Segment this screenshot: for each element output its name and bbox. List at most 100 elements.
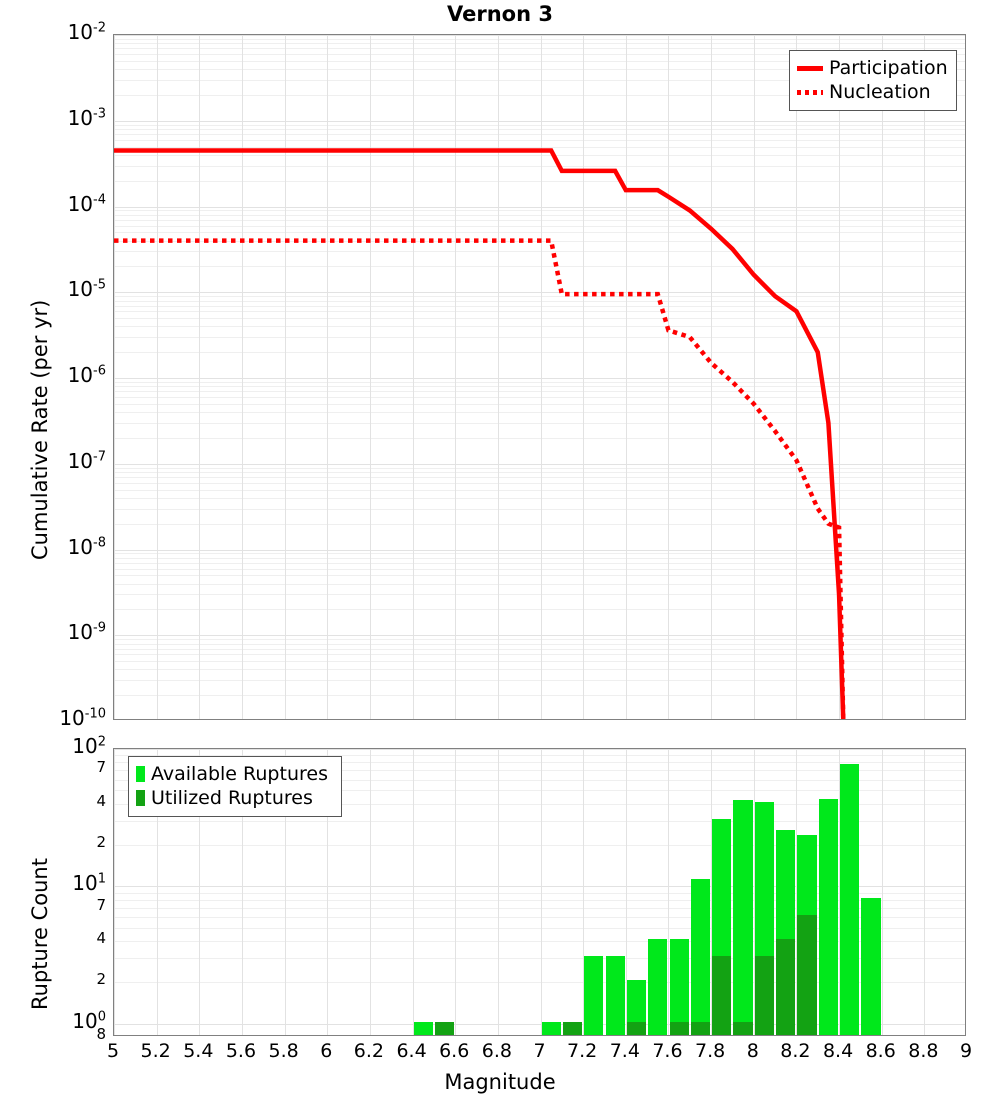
- gridline-minor-horizontal: [114, 643, 965, 645]
- bar-group: [541, 749, 561, 1035]
- gridline-minor-horizontal: [114, 69, 965, 71]
- gridline-minor-horizontal: [114, 557, 965, 559]
- gridline-vertical: [924, 749, 926, 1035]
- x-tick-label: 6.4: [396, 1040, 427, 1062]
- gridline-minor-horizontal: [114, 562, 965, 564]
- gridline-vertical: [114, 35, 115, 719]
- gridline-major-horizontal: [114, 1023, 965, 1025]
- gridline-vertical: [497, 35, 499, 719]
- x-tick-label: 6: [320, 1040, 333, 1062]
- legend-label: Nucleation: [829, 81, 931, 103]
- gridline-minor-horizontal: [114, 669, 965, 671]
- gridline-vertical: [881, 749, 883, 1035]
- bar-available: [605, 956, 625, 1035]
- bar-utilized: [797, 914, 817, 1035]
- series-line-participation: [114, 148, 846, 719]
- gridline-minor-horizontal: [114, 762, 965, 764]
- y-tick-label-top: 10-3: [67, 105, 106, 130]
- gridline-minor-horizontal: [114, 326, 965, 328]
- gridline-minor-horizontal: [114, 296, 965, 298]
- y-minor-tick-label-bottom: 8: [96, 1025, 106, 1043]
- gridline-vertical: [327, 749, 329, 1035]
- plot2-legend: Available Ruptures Utilized Ruptures: [128, 756, 342, 817]
- gridline-minor-horizontal: [114, 94, 965, 96]
- series-line-nucleation: [114, 238, 846, 719]
- bar-utilized: [776, 939, 796, 1035]
- x-tick-label: 5.8: [268, 1040, 299, 1062]
- bar-utilized: [712, 956, 732, 1035]
- bar-group: [712, 749, 732, 1035]
- bar-available: [584, 956, 604, 1035]
- y-tick-label-top: 10-7: [67, 448, 106, 473]
- gridline-minor-horizontal: [114, 648, 965, 650]
- gridline-vertical: [711, 35, 713, 719]
- gridline-minor-horizontal: [114, 892, 965, 894]
- y-minor-tick-label-bottom: 2: [96, 970, 106, 989]
- bar-utilized: [626, 1021, 647, 1035]
- x-tick-label: 5.6: [225, 1040, 257, 1062]
- gridline-minor-horizontal: [114, 129, 965, 131]
- gridline-minor-horizontal: [114, 958, 965, 960]
- gridline-vertical: [668, 35, 670, 719]
- gridline-vertical: [241, 749, 243, 1035]
- legend-item: Participation: [797, 56, 948, 80]
- gridline-minor-horizontal: [114, 412, 965, 414]
- gridline-vertical: [156, 749, 158, 1035]
- bar-utilized: [562, 1021, 583, 1035]
- gridline-minor-horizontal: [114, 639, 965, 641]
- plot1-curves: [114, 148, 846, 719]
- y-axis-title-bottom: Rupture Count: [28, 858, 52, 1010]
- bar-group: [626, 749, 647, 1035]
- gridline-minor-horizontal: [114, 48, 965, 50]
- gridline-minor-horizontal: [114, 568, 965, 570]
- y-tick-label-bottom: 100: [72, 1008, 106, 1033]
- bar-utilized: [690, 1021, 711, 1035]
- gridline-vertical: [369, 749, 371, 1035]
- cumulative-rate-plot: [113, 34, 966, 720]
- gridline-vertical: [583, 35, 585, 719]
- bar-group: [754, 749, 775, 1035]
- legend-item: Nucleation: [797, 80, 948, 104]
- gridline-minor-horizontal: [114, 219, 965, 221]
- gridline-vertical: [668, 749, 670, 1035]
- bar-available: [818, 798, 838, 1035]
- gridline-minor-horizontal: [114, 154, 965, 156]
- gridline-minor-horizontal: [114, 43, 965, 45]
- y-minor-tick-label-bottom: 7: [96, 895, 106, 914]
- gridline-minor-horizontal: [114, 609, 965, 611]
- bar-available: [840, 764, 860, 1035]
- x-tick-label: 7.4: [609, 1040, 640, 1062]
- bar-group: [648, 749, 668, 1035]
- gridline-minor-horizontal: [114, 770, 965, 772]
- gridline-minor-horizontal: [114, 803, 965, 805]
- x-tick-label: 5.2: [140, 1040, 171, 1062]
- gridline-minor-horizontal: [114, 54, 965, 55]
- legend-label: Utilized Ruptures: [151, 787, 313, 809]
- x-tick-label: 5: [106, 1040, 120, 1062]
- gridline-vertical: [241, 35, 243, 719]
- bar-group: [818, 749, 838, 1035]
- gridline-minor-horizontal: [114, 337, 965, 339]
- x-tick-label: 9: [959, 1040, 973, 1062]
- gridline-vertical: [881, 35, 883, 719]
- gridline-minor-horizontal: [114, 352, 965, 354]
- legend-solid-line-icon: [797, 65, 823, 71]
- gridline-minor-horizontal: [114, 397, 965, 398]
- gridline-minor-horizontal: [114, 916, 965, 918]
- legend-color-swatch-icon: [136, 766, 145, 782]
- gridline-minor-horizontal: [114, 266, 965, 268]
- gridline-minor-horizontal: [114, 124, 965, 126]
- x-tick-label: 6.6: [439, 1040, 470, 1062]
- gridline-minor-horizontal: [114, 251, 965, 253]
- y-tick-label-top: 10-10: [59, 706, 106, 730]
- gridline-minor-horizontal: [114, 820, 965, 822]
- y-tick-label-top: 10-6: [67, 363, 106, 387]
- x-tick-label: 8.8: [908, 1040, 939, 1062]
- gridline-minor-horizontal: [114, 790, 965, 792]
- y-minor-tick-label-bottom: 4: [96, 929, 106, 947]
- gridline-minor-horizontal: [114, 477, 965, 478]
- gridline-minor-horizontal: [114, 139, 965, 141]
- gridline-minor-horizontal: [114, 523, 965, 525]
- gridline-major-horizontal: [114, 206, 965, 208]
- gridline-vertical: [540, 35, 542, 719]
